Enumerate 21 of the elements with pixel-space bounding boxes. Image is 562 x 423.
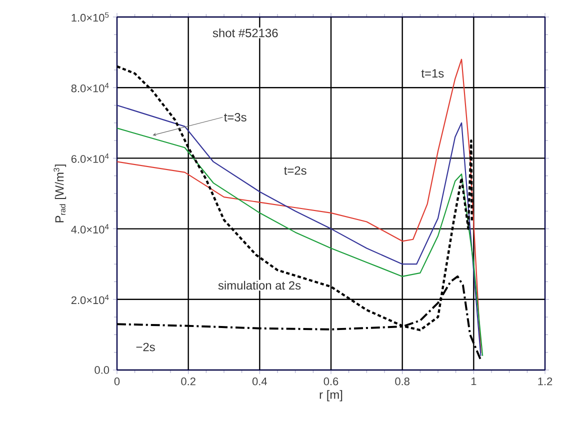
x-axis-title: r [m]: [320, 390, 342, 402]
annotation: −2s: [136, 342, 155, 352]
x-tick-label: 1.2: [538, 378, 552, 386]
annotation: shot #52136: [212, 28, 278, 38]
y-axis-title: P$_{rad}$ [W/m$^{3}$]: [54, 164, 66, 222]
y-tick-label: 8.0×10$^{4}$: [71, 82, 109, 92]
y-tick-label: 4.0×10$^{4}$: [71, 224, 109, 234]
y-tick-label: 2.0×10$^{4}$: [71, 294, 109, 304]
annotation: t=3s: [224, 113, 246, 122]
x-tick-label: 0.8: [395, 378, 410, 386]
annotation: t=1s: [421, 69, 444, 78]
x-tick-label: 1: [471, 378, 476, 386]
x-tick-label: 0.2: [181, 378, 196, 386]
y-tick-label: 6.0×10$^{4}$: [71, 154, 109, 163]
x-tick-label: 0.4: [252, 378, 267, 386]
annotation: simulation at 2s: [218, 280, 301, 290]
annotation: t=2s: [284, 166, 306, 175]
x-tick-label: 0: [114, 378, 120, 386]
y-tick-label: 0.0: [94, 366, 110, 374]
y-tick-label: 1.0×10$^{5}$: [72, 12, 109, 22]
x-tick-label: 0.6: [324, 378, 338, 386]
